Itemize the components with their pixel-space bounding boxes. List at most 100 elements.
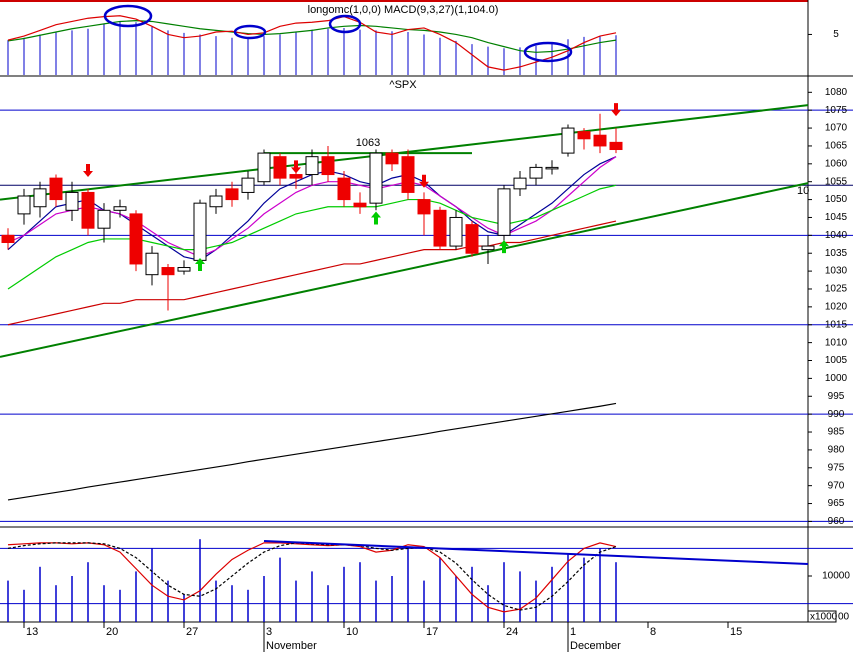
candle-body — [561, 127, 575, 154]
candle-body — [593, 134, 607, 147]
x-tick-label: 24 — [506, 626, 518, 638]
highlight-ellipse — [328, 14, 362, 34]
y-tick-label: 1025 — [825, 284, 848, 295]
candle-body — [417, 199, 431, 215]
y-tick-label: 1010 — [825, 337, 848, 348]
candle-body — [465, 224, 479, 254]
oscillator-title: longomc(1,0,0) MACD(9,3,27)(1,104.0) — [308, 4, 499, 16]
y-tick-label: 1020 — [825, 302, 848, 313]
candle-body — [161, 267, 175, 276]
y-tick-label: 970 — [828, 480, 845, 491]
y-tick-label: 995 — [828, 391, 845, 402]
candle-body — [33, 188, 47, 208]
oscillator-line — [7, 15, 617, 71]
y-tick-label: 1045 — [825, 212, 848, 223]
candle-body — [449, 216, 463, 247]
y-tick-label: 1050 — [825, 194, 848, 205]
trend-line — [0, 182, 809, 358]
candle-body — [145, 252, 159, 276]
candle-body — [401, 156, 415, 193]
x-tick-label: 1 — [570, 626, 576, 638]
y-tick-label: 980 — [828, 445, 845, 456]
clipped-label: 00 — [838, 612, 850, 623]
y-tick-label: 1035 — [825, 248, 848, 259]
candle-body — [129, 213, 143, 265]
stochastic-line — [7, 542, 617, 613]
candle-body — [193, 202, 207, 261]
y-tick-label: 1070 — [825, 123, 848, 134]
candle-body — [241, 177, 255, 193]
candle-body — [257, 152, 271, 183]
month-label: November — [266, 640, 317, 652]
candle-body — [305, 156, 319, 176]
candle-body — [513, 177, 527, 190]
signal-arrow — [83, 163, 93, 177]
y-tick-label: 975 — [828, 462, 845, 473]
candle-body — [113, 206, 127, 211]
y-tick-label: 1005 — [825, 355, 848, 366]
x-tick-label: 13 — [26, 626, 38, 638]
y-tick-label: 1040 — [825, 230, 848, 241]
signal-arrow — [291, 160, 301, 174]
candle-body — [1, 234, 15, 243]
candle-body — [65, 191, 79, 211]
unit-box — [807, 610, 837, 623]
y-tick-label: 1030 — [825, 266, 848, 277]
highlight-ellipse — [103, 4, 153, 28]
x-tick-label: 15 — [730, 626, 742, 638]
candle-body — [577, 131, 591, 140]
candle-body — [385, 152, 399, 165]
candle-body — [273, 156, 287, 179]
highlight-ellipses — [103, 4, 573, 63]
candle-body — [17, 195, 31, 215]
highlight-ellipse — [233, 24, 267, 40]
candle-body — [81, 191, 95, 229]
candle-body — [97, 209, 111, 229]
y-tick-label: 5 — [833, 29, 839, 40]
signal-arrow — [611, 103, 621, 117]
candle-body — [209, 195, 223, 208]
candle-body — [353, 202, 367, 208]
candle-body — [433, 209, 447, 247]
candle-body — [481, 245, 495, 251]
y-tick-label: 985 — [828, 427, 845, 438]
candle-body — [369, 152, 383, 204]
level-label: 1063 — [356, 137, 380, 149]
signal-arrow — [371, 211, 381, 225]
unit-label: x1000 — [810, 612, 838, 623]
y-tick-label: 1080 — [825, 87, 848, 98]
clipped-label: 10 — [797, 185, 809, 197]
y-tick-label: 990 — [828, 409, 845, 420]
candle-body — [49, 177, 63, 201]
x-tick-label: 27 — [186, 626, 198, 638]
candle-body — [177, 267, 191, 272]
moving-average — [7, 220, 617, 326]
x-tick-label: 8 — [650, 626, 656, 638]
y-tick-label: 1075 — [825, 105, 848, 116]
candle-body — [289, 174, 303, 179]
y-tick-label: 1060 — [825, 158, 848, 169]
candle-body — [321, 156, 335, 176]
y-tick-label: 965 — [828, 498, 845, 509]
signal-arrow — [419, 174, 429, 188]
x-tick-label: 20 — [106, 626, 118, 638]
y-tick-label: 1055 — [825, 176, 848, 187]
y-tick-label: 1015 — [825, 319, 848, 330]
x-tick-label: 17 — [426, 626, 438, 638]
trend-line — [263, 540, 809, 566]
x-tick-label: 10 — [346, 626, 358, 638]
candle-body — [529, 166, 543, 179]
moving-average — [7, 184, 617, 290]
signal-arrow — [195, 257, 205, 271]
y-tick-label: 1065 — [825, 141, 848, 152]
candle-body — [609, 141, 623, 151]
y-tick-label: 1000 — [825, 373, 848, 384]
candle-body — [545, 166, 559, 170]
month-label: December — [570, 640, 621, 652]
highlight-ellipse — [523, 41, 573, 63]
plot-layer: 5 1063 1080 1075 1070 1065 1060 1055 1050 1045 104… — [0, 15, 853, 652]
x-tick-label: 3 — [266, 626, 272, 638]
chart-title: ^SPX — [389, 79, 417, 91]
